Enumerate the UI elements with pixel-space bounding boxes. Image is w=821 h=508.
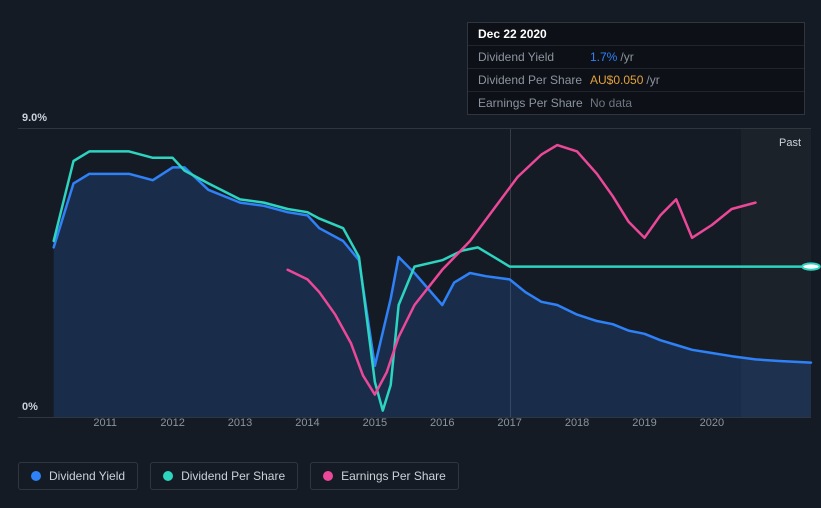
legend-swatch — [31, 471, 41, 481]
legend-swatch — [323, 471, 333, 481]
tooltip-row: Dividend Per ShareAU$0.050/yr — [468, 69, 804, 92]
x-axis-year-label: 2015 — [363, 417, 387, 429]
legend-label: Dividend Per Share — [181, 469, 285, 483]
tooltip-metric-label: Earnings Per Share — [478, 96, 590, 110]
x-axis-year-label: 2014 — [295, 417, 319, 429]
chart-plot[interactable]: Past 20112012201320142015201620172018201… — [18, 128, 811, 418]
x-axis-year-label: 2013 — [228, 417, 252, 429]
tooltip-date: Dec 22 2020 — [478, 27, 547, 41]
x-axis-year-label: 2011 — [93, 417, 117, 429]
x-axis-labels: 2011 2012 2013 2014 2015 2016 2017 2018 2019 2020 — [18, 417, 811, 437]
legend-item[interactable]: Dividend Per Share — [150, 462, 298, 490]
chart-container: 9.0% Past 201120122013201420152016201720… — [18, 100, 811, 445]
tooltip-metric-value: AU$0.050 — [590, 73, 643, 87]
tooltip-metric-unit: /yr — [646, 73, 659, 87]
x-axis-year-label: 2018 — [565, 417, 589, 429]
x-axis-year-label: 2016 — [430, 417, 454, 429]
x-axis-year-label: 2012 — [160, 417, 184, 429]
y-axis-top-label: 9.0% — [22, 112, 47, 124]
chart-svg — [18, 129, 811, 417]
legend-item[interactable]: Dividend Yield — [18, 462, 138, 490]
tooltip-row: Earnings Per ShareNo data — [468, 92, 804, 114]
tooltip-metric-unit: /yr — [620, 50, 633, 64]
x-axis-year-label: 2019 — [632, 417, 656, 429]
tooltip-date-row: Dec 22 2020 — [468, 23, 804, 46]
legend-item[interactable]: Earnings Per Share — [310, 462, 459, 490]
tooltip-metric-value: No data — [590, 96, 632, 110]
legend-swatch — [163, 471, 173, 481]
data-tooltip: Dec 22 2020 Dividend Yield1.7%/yrDividen… — [467, 22, 805, 115]
tooltip-metric-value: 1.7% — [590, 50, 617, 64]
chart-legend: Dividend Yield Dividend Per Share Earnings… — [18, 462, 459, 490]
x-axis-year-label: 2017 — [497, 417, 521, 429]
tooltip-row: Dividend Yield1.7%/yr — [468, 46, 804, 69]
legend-label: Earnings Per Share — [341, 469, 446, 483]
x-axis-year-label: 2020 — [700, 417, 724, 429]
y-axis-bottom-label: 0% — [22, 401, 38, 413]
series-end-marker — [802, 263, 819, 269]
legend-label: Dividend Yield — [49, 469, 125, 483]
tooltip-metric-label: Dividend Yield — [478, 50, 590, 64]
tooltip-metric-label: Dividend Per Share — [478, 73, 590, 87]
